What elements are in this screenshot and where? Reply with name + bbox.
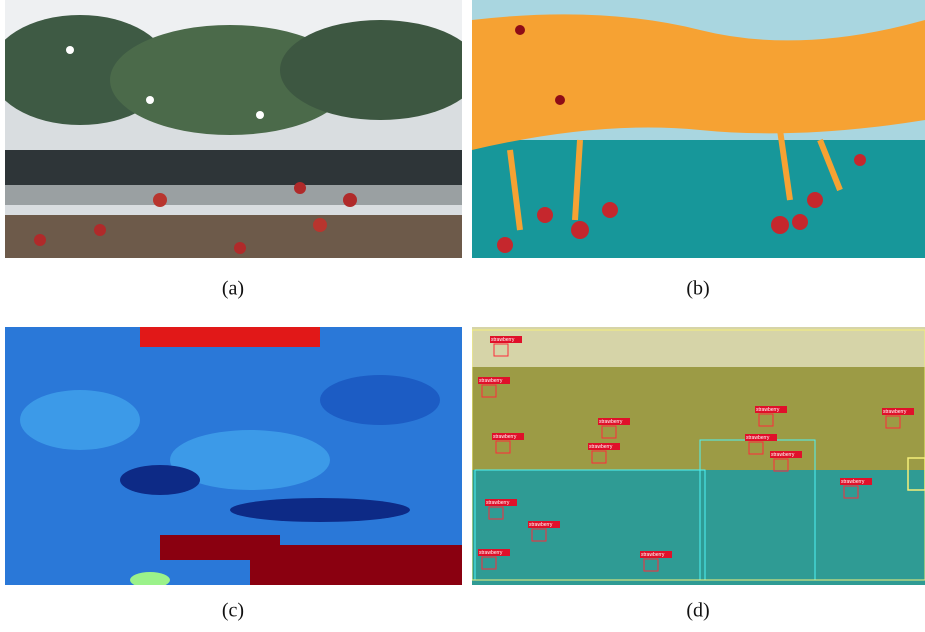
detection-label: strawberry	[529, 522, 553, 528]
detection-label: strawberry	[599, 419, 623, 425]
caption: (c)	[222, 600, 244, 622]
caption: (b)	[686, 278, 709, 300]
detection-label: strawberry	[841, 479, 865, 485]
detection-label: strawberry	[589, 444, 613, 450]
caption: (d)	[686, 600, 709, 622]
detection-label: strawberry	[756, 407, 780, 413]
segmentation-panel	[472, 0, 925, 258]
detection-panel: strawberry strawberry strawberry strawberry…	[472, 327, 925, 585]
depth-panel	[5, 327, 462, 588]
page: strawberry strawberry strawberry strawberry…	[0, 0, 925, 632]
detection-label: strawberry	[491, 337, 515, 343]
detection-label: strawberry	[771, 452, 795, 458]
detection-label: strawberry	[641, 552, 665, 558]
detection-label: strawberry	[883, 409, 907, 415]
figure: strawberry strawberry strawberry strawberry…	[0, 0, 925, 632]
photo-panel	[0, 0, 480, 258]
caption: (a)	[222, 278, 244, 300]
detection-label: strawberry	[479, 550, 503, 556]
detection-label: strawberry	[746, 435, 770, 441]
detection-label: strawberry	[493, 434, 517, 440]
detection-label: strawberry	[479, 378, 503, 384]
detection-label: strawberry	[486, 500, 510, 506]
